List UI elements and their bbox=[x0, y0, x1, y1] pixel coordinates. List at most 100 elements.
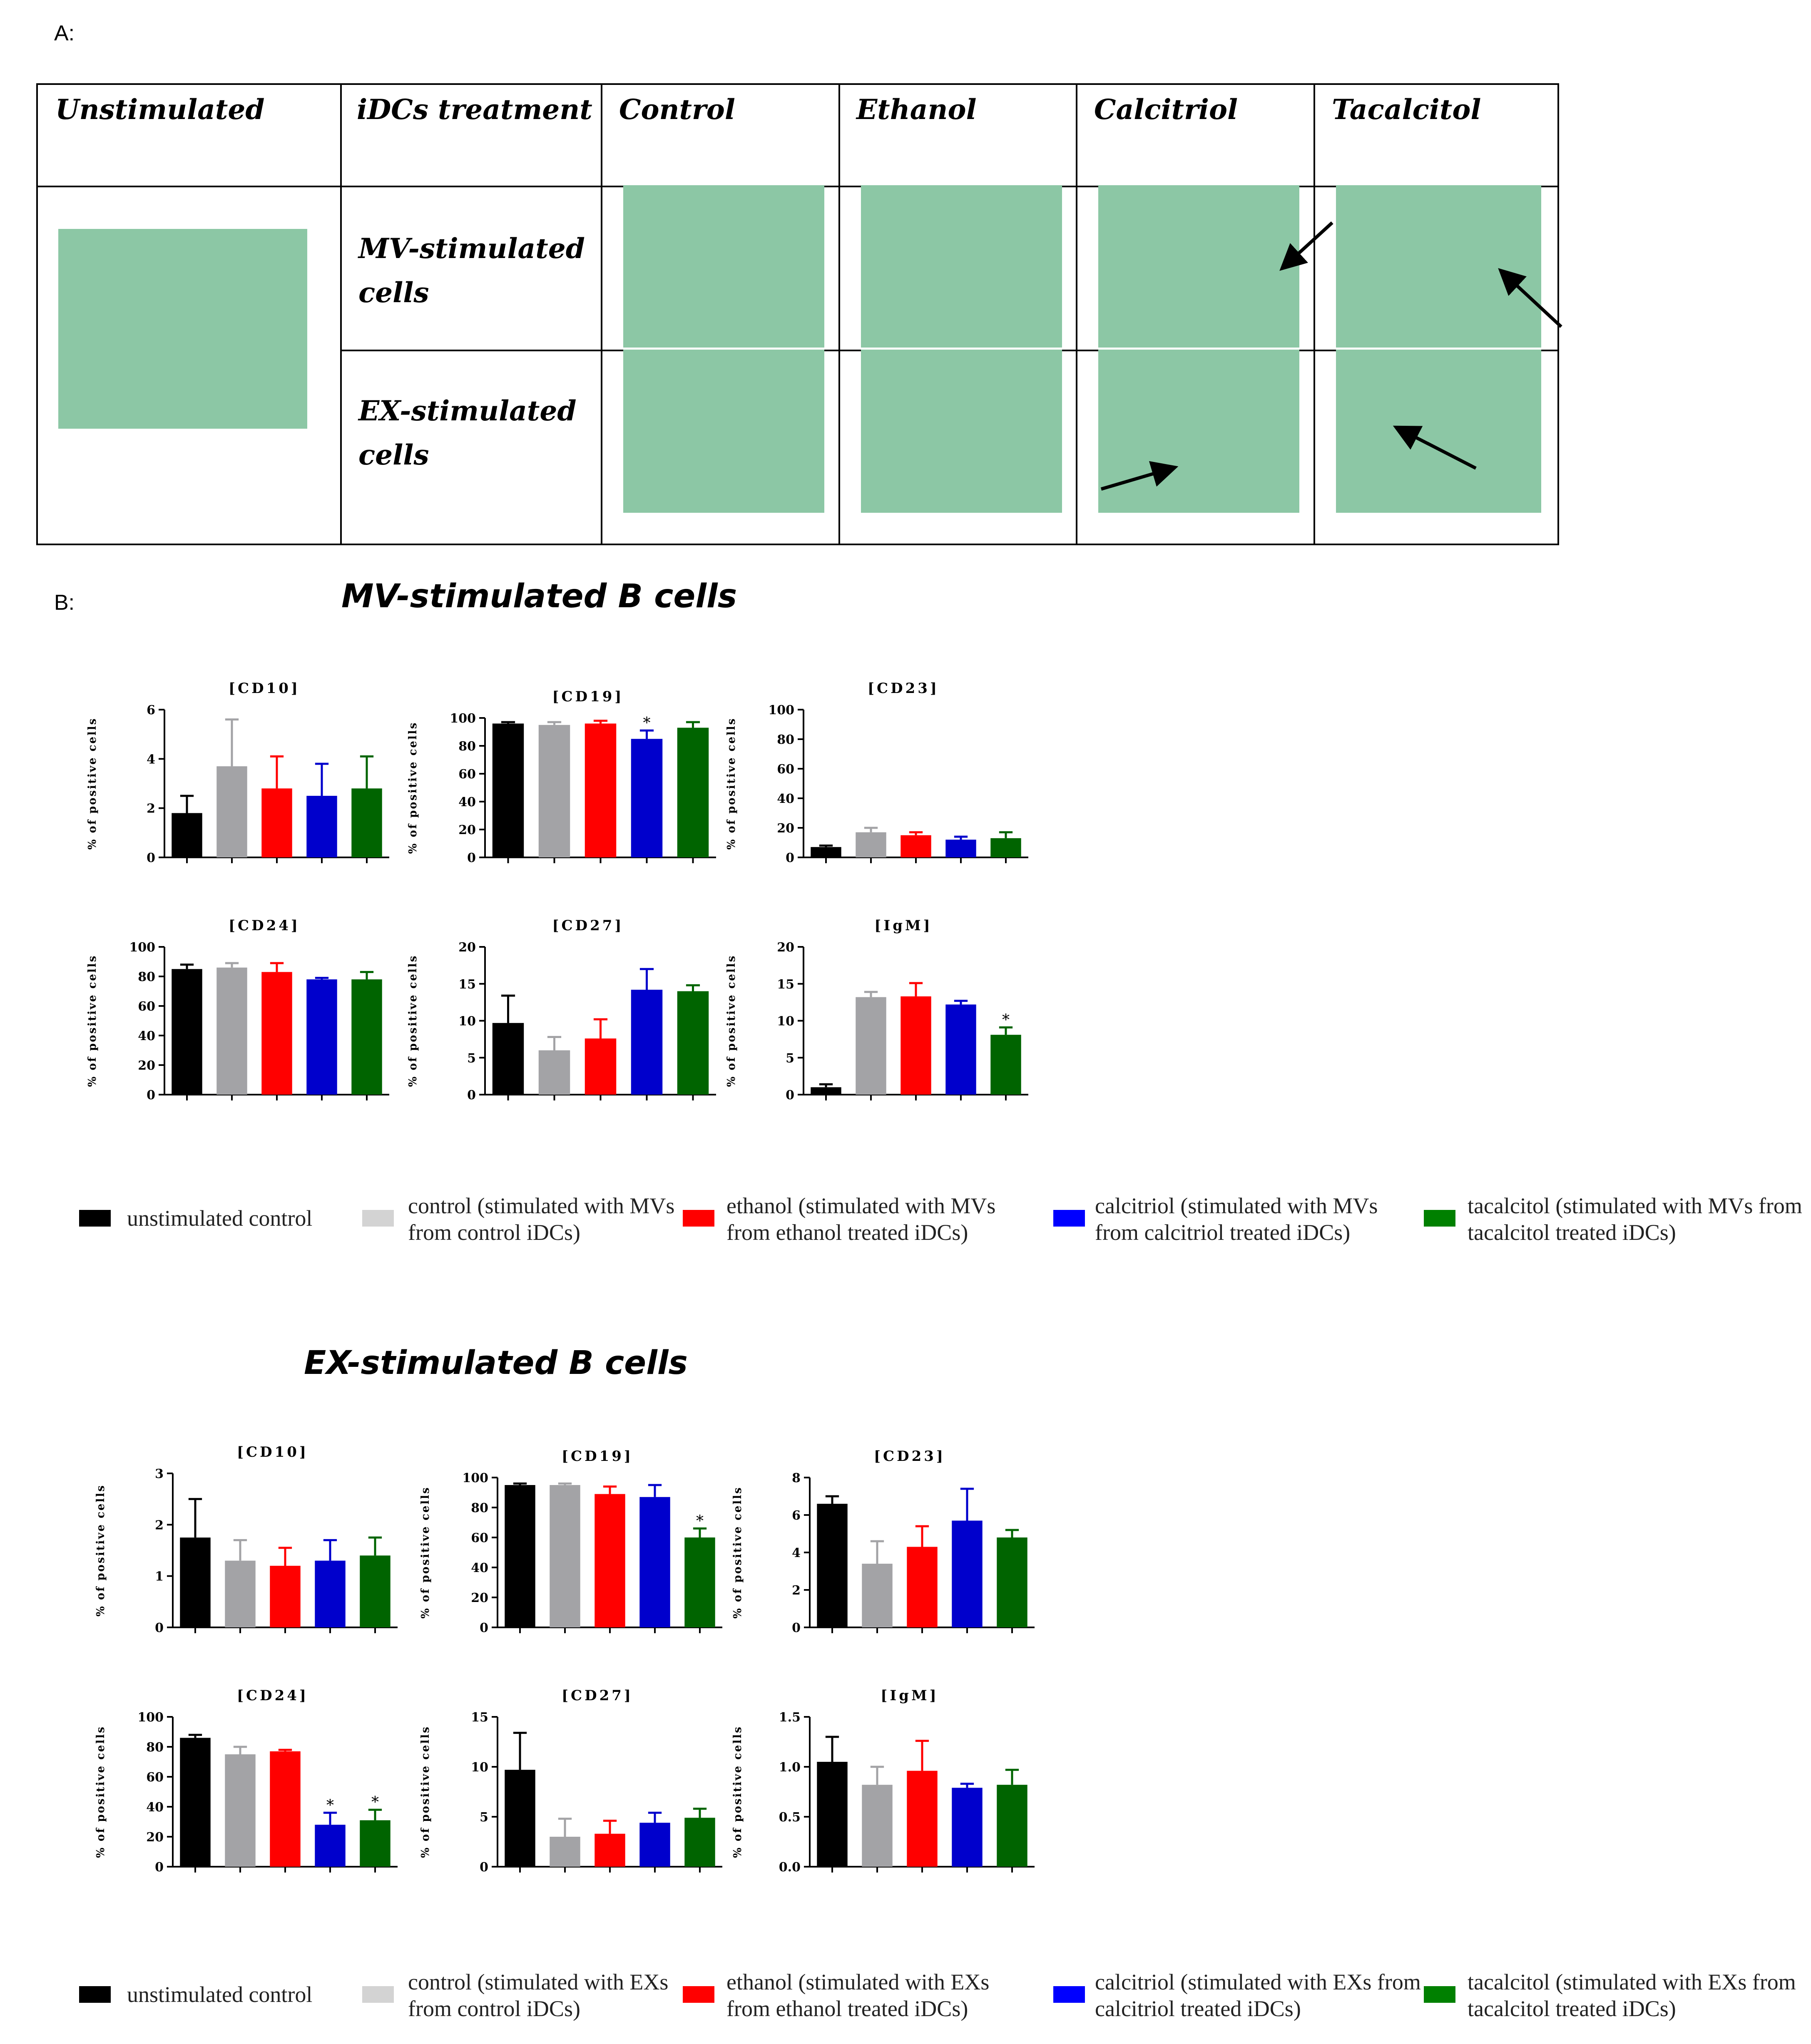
micrograph-ex-control bbox=[623, 350, 824, 513]
legend-label: tacalcitol (stimulated with MVs from tac… bbox=[1468, 1193, 1802, 1245]
y-tick-label: 0 bbox=[467, 1088, 476, 1103]
y-tick-label: 1.5 bbox=[779, 1710, 801, 1725]
bar bbox=[595, 1494, 625, 1627]
chart-title: [CD24] bbox=[229, 917, 300, 934]
bar bbox=[270, 1751, 301, 1867]
bar bbox=[306, 979, 337, 1095]
legend-label: ethanol (stimulated with MVs from ethano… bbox=[726, 1193, 996, 1245]
chart-title: [IgM] bbox=[881, 1687, 939, 1704]
panel-b-label: B: bbox=[54, 591, 75, 615]
header-calcitriol: Calcitriol bbox=[1094, 93, 1238, 126]
y-tick-label: 4 bbox=[792, 1546, 801, 1560]
bar bbox=[997, 1785, 1027, 1867]
bar bbox=[677, 991, 709, 1095]
y-tick-label: 6 bbox=[792, 1508, 801, 1523]
bar bbox=[639, 1497, 670, 1627]
bar bbox=[595, 1833, 625, 1867]
y-tick-label: 60 bbox=[458, 767, 476, 782]
y-tick-label: 0 bbox=[155, 1860, 164, 1875]
chart-title: [CD10] bbox=[229, 680, 300, 697]
legend-label: unstimulated control bbox=[127, 1206, 313, 1231]
bar bbox=[216, 967, 247, 1095]
y-tick-label: 0.5 bbox=[779, 1810, 801, 1825]
y-tick-label: 6 bbox=[147, 703, 155, 718]
y-axis-label: % of positive cells bbox=[95, 1484, 107, 1617]
bar bbox=[172, 813, 202, 857]
y-tick-label: 10 bbox=[777, 1014, 794, 1029]
arrow bbox=[1100, 461, 1179, 491]
y-tick-label: 100 bbox=[137, 1710, 164, 1725]
bar bbox=[862, 1785, 893, 1867]
y-axis-label: % of positive cells bbox=[731, 1486, 744, 1619]
y-tick-label: 0 bbox=[480, 1621, 488, 1635]
legend-label: calcitriol (stimulated with MVs from cal… bbox=[1095, 1193, 1378, 1245]
header-tacalcitol: Tacalcitol bbox=[1332, 93, 1481, 126]
arrow bbox=[1279, 221, 1333, 271]
y-tick-label: 80 bbox=[777, 733, 794, 747]
significance-marker: * bbox=[371, 1794, 379, 1811]
bar bbox=[817, 1762, 848, 1867]
bar bbox=[631, 989, 663, 1095]
arrow bbox=[1393, 425, 1477, 470]
y-tick-label: 10 bbox=[471, 1760, 488, 1775]
bar bbox=[315, 1825, 346, 1867]
bar bbox=[901, 996, 931, 1095]
y-axis-label: % of positive cells bbox=[407, 955, 419, 1087]
microscopy-table: Unstimulated iDCs treatment Control Etha… bbox=[36, 83, 1559, 545]
chart-title: [CD23] bbox=[874, 1448, 945, 1465]
y-tick-label: 80 bbox=[458, 739, 476, 754]
legend-swatch bbox=[362, 1986, 394, 2003]
y-tick-label: 100 bbox=[450, 711, 476, 726]
bar bbox=[180, 1738, 211, 1867]
section-title-ex: EX-stimulated B cells bbox=[304, 1344, 688, 1382]
y-tick-label: 0 bbox=[792, 1621, 801, 1635]
y-tick-label: 20 bbox=[138, 1058, 155, 1073]
bar bbox=[351, 979, 382, 1095]
legend-ex: unstimulated control control (stimulated … bbox=[0, 1969, 1811, 2027]
bar bbox=[585, 723, 617, 857]
y-tick-label: 20 bbox=[777, 940, 794, 955]
bar bbox=[216, 766, 247, 857]
panel-a-label: A: bbox=[54, 21, 75, 45]
y-tick-label: 80 bbox=[138, 970, 155, 984]
legend-label: ethanol (stimulated with EXs from ethano… bbox=[726, 1969, 990, 2021]
micrograph-unstimulated bbox=[58, 229, 307, 429]
bar bbox=[811, 847, 841, 857]
bar bbox=[684, 1537, 715, 1627]
bar bbox=[538, 725, 570, 857]
bar bbox=[952, 1520, 983, 1627]
row-label-mv: MV-stimulated cells bbox=[358, 232, 585, 309]
y-tick-label: 0.0 bbox=[779, 1860, 801, 1875]
y-tick-label: 60 bbox=[777, 762, 794, 777]
arrow-overlay bbox=[1100, 221, 1562, 491]
legend-swatch bbox=[683, 1210, 714, 1227]
legend-swatch bbox=[1424, 1210, 1455, 1227]
y-tick-label: 0 bbox=[786, 851, 794, 865]
y-tick-label: 3 bbox=[155, 1467, 164, 1481]
micrograph-ex-calcitriol bbox=[1098, 350, 1299, 513]
bar bbox=[817, 1504, 848, 1627]
y-axis-label: % of positive cells bbox=[419, 1726, 432, 1858]
bar bbox=[677, 728, 709, 857]
y-tick-label: 0 bbox=[155, 1621, 164, 1635]
y-tick-label: 0 bbox=[480, 1860, 488, 1875]
bar bbox=[907, 1547, 938, 1627]
y-tick-label: 60 bbox=[138, 999, 155, 1014]
y-tick-label: 20 bbox=[777, 821, 794, 836]
significance-marker: * bbox=[643, 715, 651, 732]
chart-title: [CD24] bbox=[237, 1687, 308, 1704]
chart-title: [IgM] bbox=[874, 917, 933, 934]
legend-label: unstimulated control bbox=[127, 1982, 313, 2007]
header-ethanol: Ethanol bbox=[856, 93, 977, 126]
y-axis-label: % of positive cells bbox=[731, 1726, 744, 1858]
y-tick-label: 15 bbox=[471, 1710, 488, 1725]
bar bbox=[862, 1564, 893, 1627]
y-tick-label: 40 bbox=[777, 792, 794, 806]
bar bbox=[172, 969, 202, 1095]
bar bbox=[492, 1023, 524, 1095]
bar bbox=[631, 739, 663, 857]
y-tick-label: 100 bbox=[462, 1471, 488, 1485]
